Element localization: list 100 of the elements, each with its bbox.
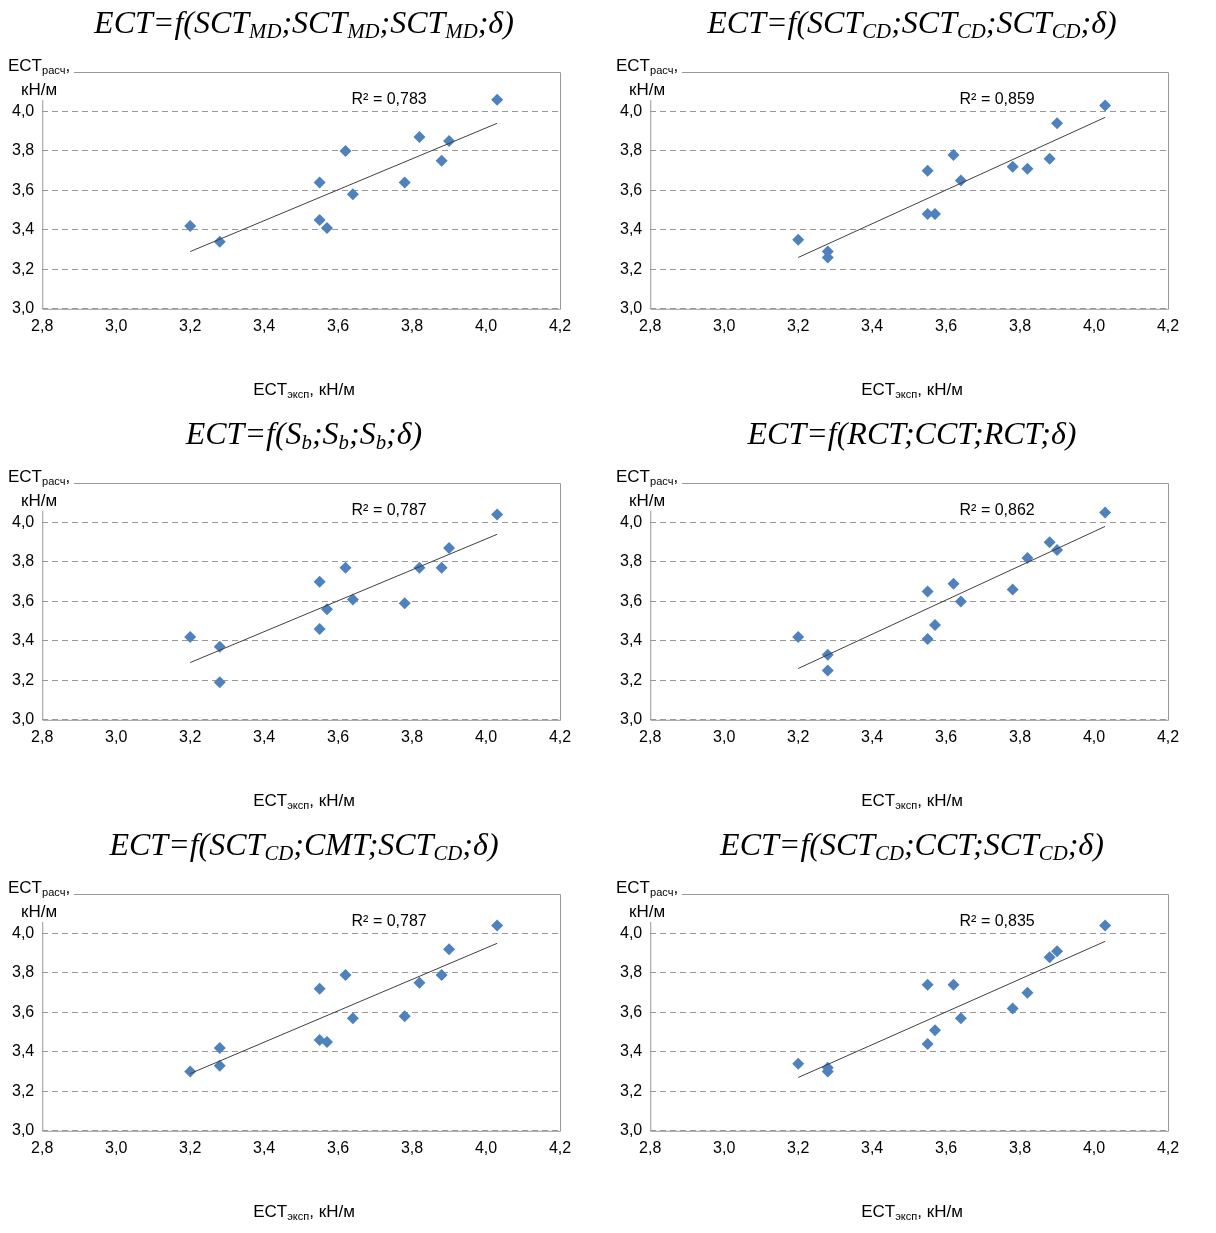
- x-tick-label: 4,2: [1156, 316, 1180, 334]
- x-tick-label: 3,8: [1008, 316, 1032, 334]
- point: [413, 976, 426, 989]
- point: [1021, 162, 1034, 175]
- y-tick-label: 3,8: [619, 963, 643, 981]
- y-tick-label: 3,2: [11, 259, 35, 277]
- point: [929, 619, 942, 632]
- point: [321, 221, 334, 234]
- point: [954, 1012, 967, 1025]
- x-tick-label: 3,2: [179, 727, 202, 745]
- point: [339, 968, 352, 981]
- y-tick-label: 4,0: [619, 101, 643, 119]
- x-tick-label: 3,0: [713, 727, 736, 745]
- y-tick-label: 4,0: [619, 923, 643, 941]
- point: [921, 978, 934, 991]
- point: [792, 630, 805, 643]
- y-axis-title: ECT$_{расч}$, кН/м: [8, 56, 75, 100]
- point: [1043, 536, 1056, 549]
- x-tick-label: 3,6: [934, 1138, 958, 1156]
- point: [491, 508, 504, 521]
- x-tick-label: 4,0: [474, 1138, 498, 1156]
- y-tick-label: 3,4: [619, 631, 643, 649]
- point: [1051, 117, 1064, 130]
- point: [947, 148, 960, 161]
- point: [929, 1024, 942, 1037]
- point: [313, 982, 326, 995]
- point: [435, 154, 448, 167]
- point: [954, 595, 967, 608]
- point: [1006, 583, 1019, 596]
- y-tick-label: 3,4: [619, 220, 643, 238]
- x-tick-label: 4,0: [1082, 316, 1106, 334]
- x-axis-title: ECT$_{эксп}$, кН/м: [860, 791, 964, 811]
- x-tick-label: 3,4: [861, 727, 884, 745]
- x-tick-label: 2,8: [639, 727, 662, 745]
- y-tick-label: 3,0: [11, 299, 35, 317]
- annotation: R² = 0,859: [959, 90, 1035, 107]
- point: [1043, 951, 1056, 964]
- y-tick-label: 3,6: [11, 1002, 35, 1020]
- point: [313, 1034, 326, 1047]
- x-tick-label: 2,8: [31, 727, 54, 745]
- y-tick-label: 3,2: [11, 1081, 35, 1099]
- x-tick-label: 3,0: [713, 1138, 736, 1156]
- y-tick-label: 4,0: [11, 923, 35, 941]
- y-tick-label: 3,8: [11, 141, 35, 159]
- annotation: R² = 0,783: [351, 90, 427, 107]
- x-tick-label: 3,8: [400, 727, 424, 745]
- y-tick-label: 3,6: [11, 591, 35, 609]
- x-tick-label: 2,8: [639, 316, 662, 334]
- point: [1043, 152, 1056, 165]
- point: [491, 93, 504, 106]
- y-tick-label: 3,8: [619, 552, 643, 570]
- x-tick-label: 3,6: [934, 316, 958, 334]
- x-tick-label: 3,2: [179, 316, 202, 334]
- x-tick-label: 4,2: [548, 316, 572, 334]
- y-tick-label: 3,6: [619, 591, 643, 609]
- chart-title: ECT=f(SCT$_{CD}$;SCT$_{CD}$;SCT$_{CD}$;δ): [706, 3, 1118, 44]
- x-tick-label: 3,8: [1008, 1138, 1032, 1156]
- point: [821, 664, 834, 677]
- point: [491, 919, 504, 932]
- x-tick-label: 4,0: [474, 727, 498, 745]
- y-tick-label: 4,0: [11, 512, 35, 530]
- point: [339, 561, 352, 574]
- x-tick-label: 3,4: [861, 316, 884, 334]
- chart-title: ECT=f(SCT$_{CD}$;CCT;SCT$_{CD}$;δ): [718, 825, 1105, 866]
- point: [184, 219, 197, 232]
- x-tick-label: 2,8: [31, 1138, 54, 1156]
- y-tick-label: 3,8: [619, 141, 643, 159]
- y-axis-title: ECT$_{расч}$, кН/м: [616, 467, 683, 511]
- y-tick-label: 3,0: [11, 710, 35, 728]
- chart-title: ECT=f(S$_{b}$;S$_{b}$;S$_{b}$;δ): [184, 414, 424, 455]
- y-tick-label: 3,0: [619, 299, 643, 317]
- annotation: R² = 0,787: [351, 501, 427, 518]
- point: [184, 630, 197, 643]
- x-tick-label: 4,2: [1156, 1138, 1180, 1156]
- x-tick-label: 3,4: [253, 727, 276, 745]
- point: [1051, 945, 1064, 958]
- point: [213, 676, 226, 689]
- y-tick-label: 4,0: [619, 512, 643, 530]
- x-tick-label: 3,0: [713, 316, 736, 334]
- y-tick-label: 3,6: [619, 1002, 643, 1020]
- point: [435, 561, 448, 574]
- point: [921, 1037, 934, 1050]
- point: [346, 593, 359, 606]
- x-tick-label: 4,2: [548, 727, 572, 745]
- x-tick-label: 3,6: [326, 727, 350, 745]
- x-axis-title: ECT$_{эксп}$, кН/м: [860, 380, 964, 400]
- point: [313, 176, 326, 189]
- x-tick-label: 3,8: [400, 1138, 424, 1156]
- x-tick-label: 4,0: [1082, 727, 1106, 745]
- x-tick-label: 3,6: [326, 316, 350, 334]
- x-tick-label: 3,6: [326, 1138, 350, 1156]
- y-tick-label: 3,0: [11, 1121, 35, 1139]
- y-tick-label: 3,6: [11, 180, 35, 198]
- point: [947, 577, 960, 590]
- point: [921, 585, 934, 598]
- y-tick-label: 3,4: [11, 220, 35, 238]
- x-tick-label: 3,2: [787, 727, 810, 745]
- y-tick-label: 3,2: [619, 259, 643, 277]
- annotation: R² = 0,835: [959, 912, 1035, 929]
- point: [1006, 160, 1019, 173]
